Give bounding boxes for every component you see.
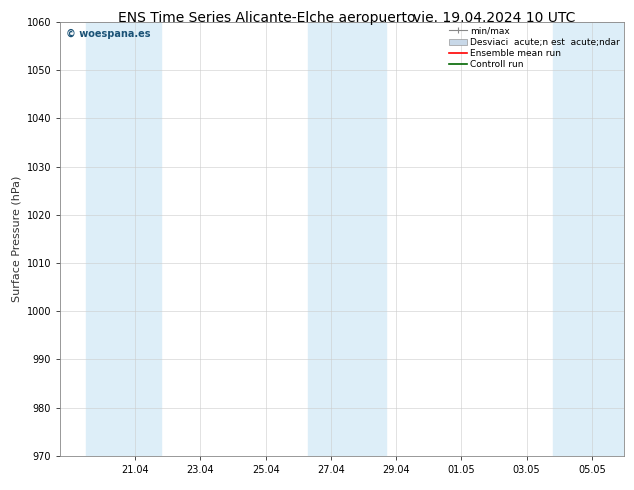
Legend: min/max, Desviaci  acute;n est  acute;ndar, Ensemble mean run, Controll run: min/max, Desviaci acute;n est acute;ndar… [446,24,623,72]
Y-axis label: Surface Pressure (hPa): Surface Pressure (hPa) [11,176,21,302]
Bar [86,22,161,456]
Text: © woespana.es: © woespana.es [66,28,150,39]
Bar [308,22,386,456]
Bar [553,22,624,456]
Text: ENS Time Series Alicante-Elche aeropuerto: ENS Time Series Alicante-Elche aeropuert… [117,11,415,25]
Text: vie. 19.04.2024 10 UTC: vie. 19.04.2024 10 UTC [413,11,576,25]
